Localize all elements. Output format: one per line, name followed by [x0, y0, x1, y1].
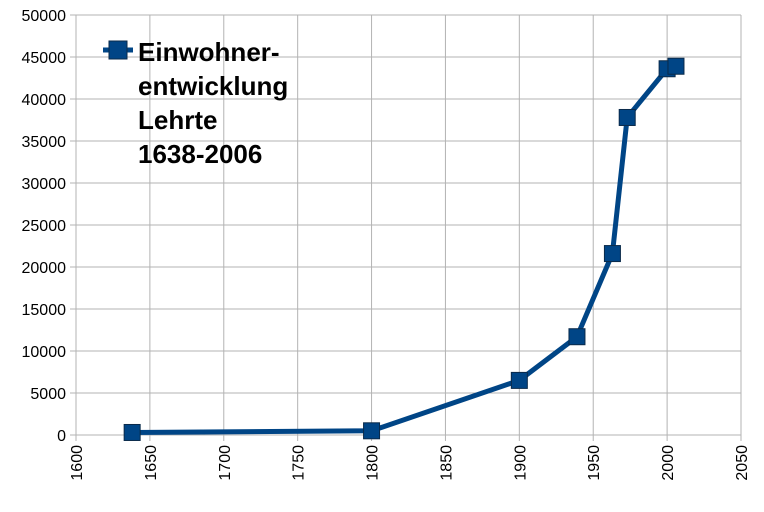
- x-tick-label: 1900: [512, 445, 529, 481]
- x-tick-label: 1700: [217, 445, 234, 481]
- legend-label-line-2: entwicklung: [138, 71, 288, 101]
- data-point-marker: [568, 328, 586, 346]
- y-tick-label: 10000: [22, 344, 67, 361]
- y-tick-label: 25000: [22, 218, 67, 235]
- legend-label-line-4: 1638-2006: [138, 139, 262, 169]
- data-point-marker: [123, 423, 141, 441]
- y-tick-label: 40000: [22, 92, 67, 109]
- y-tick-label: 35000: [22, 134, 67, 151]
- y-tick-label: 45000: [22, 50, 67, 67]
- x-tick-label: 2050: [734, 445, 751, 481]
- x-tick-label: 1650: [143, 445, 160, 481]
- legend: Einwohner- entwicklung Lehrte 1638-2006: [103, 37, 288, 169]
- data-point-marker: [618, 108, 636, 126]
- y-tick-labels: 0 5000 10000 15000 20000 25000 30000 35000 40000…: [22, 8, 67, 445]
- legend-label-line-1: Einwohner-: [138, 37, 280, 67]
- data-point-marker: [667, 57, 685, 75]
- data-point-marker: [510, 371, 528, 389]
- x-tick-label: 1950: [586, 445, 603, 481]
- axis-layer: [70, 14, 742, 441]
- data-point-marker: [363, 422, 381, 440]
- x-tick-label: 1600: [69, 445, 86, 481]
- series-layer: [123, 57, 685, 441]
- y-tick-label: 5000: [30, 386, 66, 403]
- y-tick-label: 30000: [22, 176, 67, 193]
- legend-marker-swatch: [108, 40, 128, 60]
- y-tick-label: 20000: [22, 260, 67, 277]
- y-tick-label: 0: [57, 428, 66, 445]
- x-tick-label: 1800: [365, 445, 382, 481]
- x-tick-label: 1750: [291, 445, 308, 481]
- x-tick-label: 2000: [660, 445, 677, 481]
- x-tick-labels: 1600 1650 1700 1750 1800 1850 1900 1950 2000 2050: [69, 445, 751, 481]
- x-tick-label: 1850: [438, 445, 455, 481]
- data-point-marker: [603, 245, 621, 263]
- y-tick-label: 50000: [22, 8, 67, 25]
- y-tick-label: 15000: [22, 302, 67, 319]
- legend-label-line-3: Lehrte: [138, 105, 217, 135]
